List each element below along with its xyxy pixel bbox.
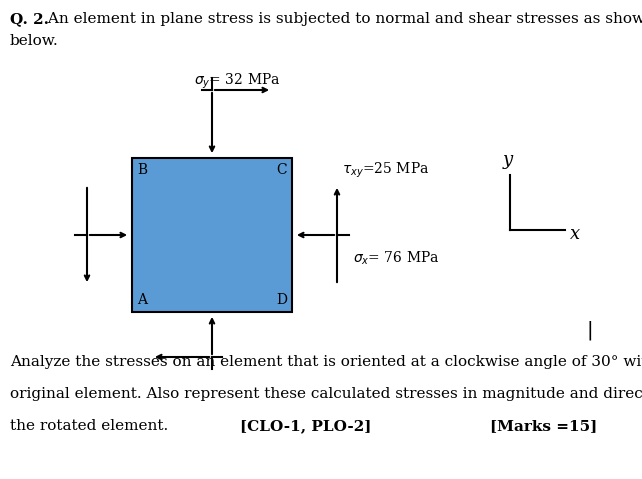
Text: D: D bbox=[276, 293, 287, 307]
Text: original element. Also represent these calculated stresses in magnitude and dire: original element. Also represent these c… bbox=[10, 387, 642, 401]
Text: Analyze the stresses on an element that is oriented at a clockwise angle of 30° : Analyze the stresses on an element that … bbox=[10, 355, 642, 369]
Text: Q. 2.: Q. 2. bbox=[10, 12, 49, 26]
Text: $\tau_{xy}$=25 MPa: $\tau_{xy}$=25 MPa bbox=[342, 160, 429, 180]
Bar bbox=[132, 158, 292, 312]
Text: $\sigma_y$= 32 MPa: $\sigma_y$= 32 MPa bbox=[194, 72, 281, 91]
Text: the rotated element.: the rotated element. bbox=[10, 419, 168, 433]
Text: B: B bbox=[137, 163, 147, 177]
Text: An element in plane stress is subjected to normal and shear stresses as shown in: An element in plane stress is subjected … bbox=[43, 12, 642, 26]
Text: [CLO-1, PLO-2]: [CLO-1, PLO-2] bbox=[240, 419, 371, 433]
Text: below.: below. bbox=[10, 34, 59, 48]
Text: C: C bbox=[276, 163, 287, 177]
Text: |: | bbox=[587, 320, 593, 340]
Text: A: A bbox=[137, 293, 147, 307]
Text: [Marks =15]: [Marks =15] bbox=[490, 419, 597, 433]
Text: $\sigma_x$= 76 MPa: $\sigma_x$= 76 MPa bbox=[353, 250, 440, 267]
Text: y: y bbox=[503, 151, 513, 169]
Text: x: x bbox=[570, 225, 580, 243]
